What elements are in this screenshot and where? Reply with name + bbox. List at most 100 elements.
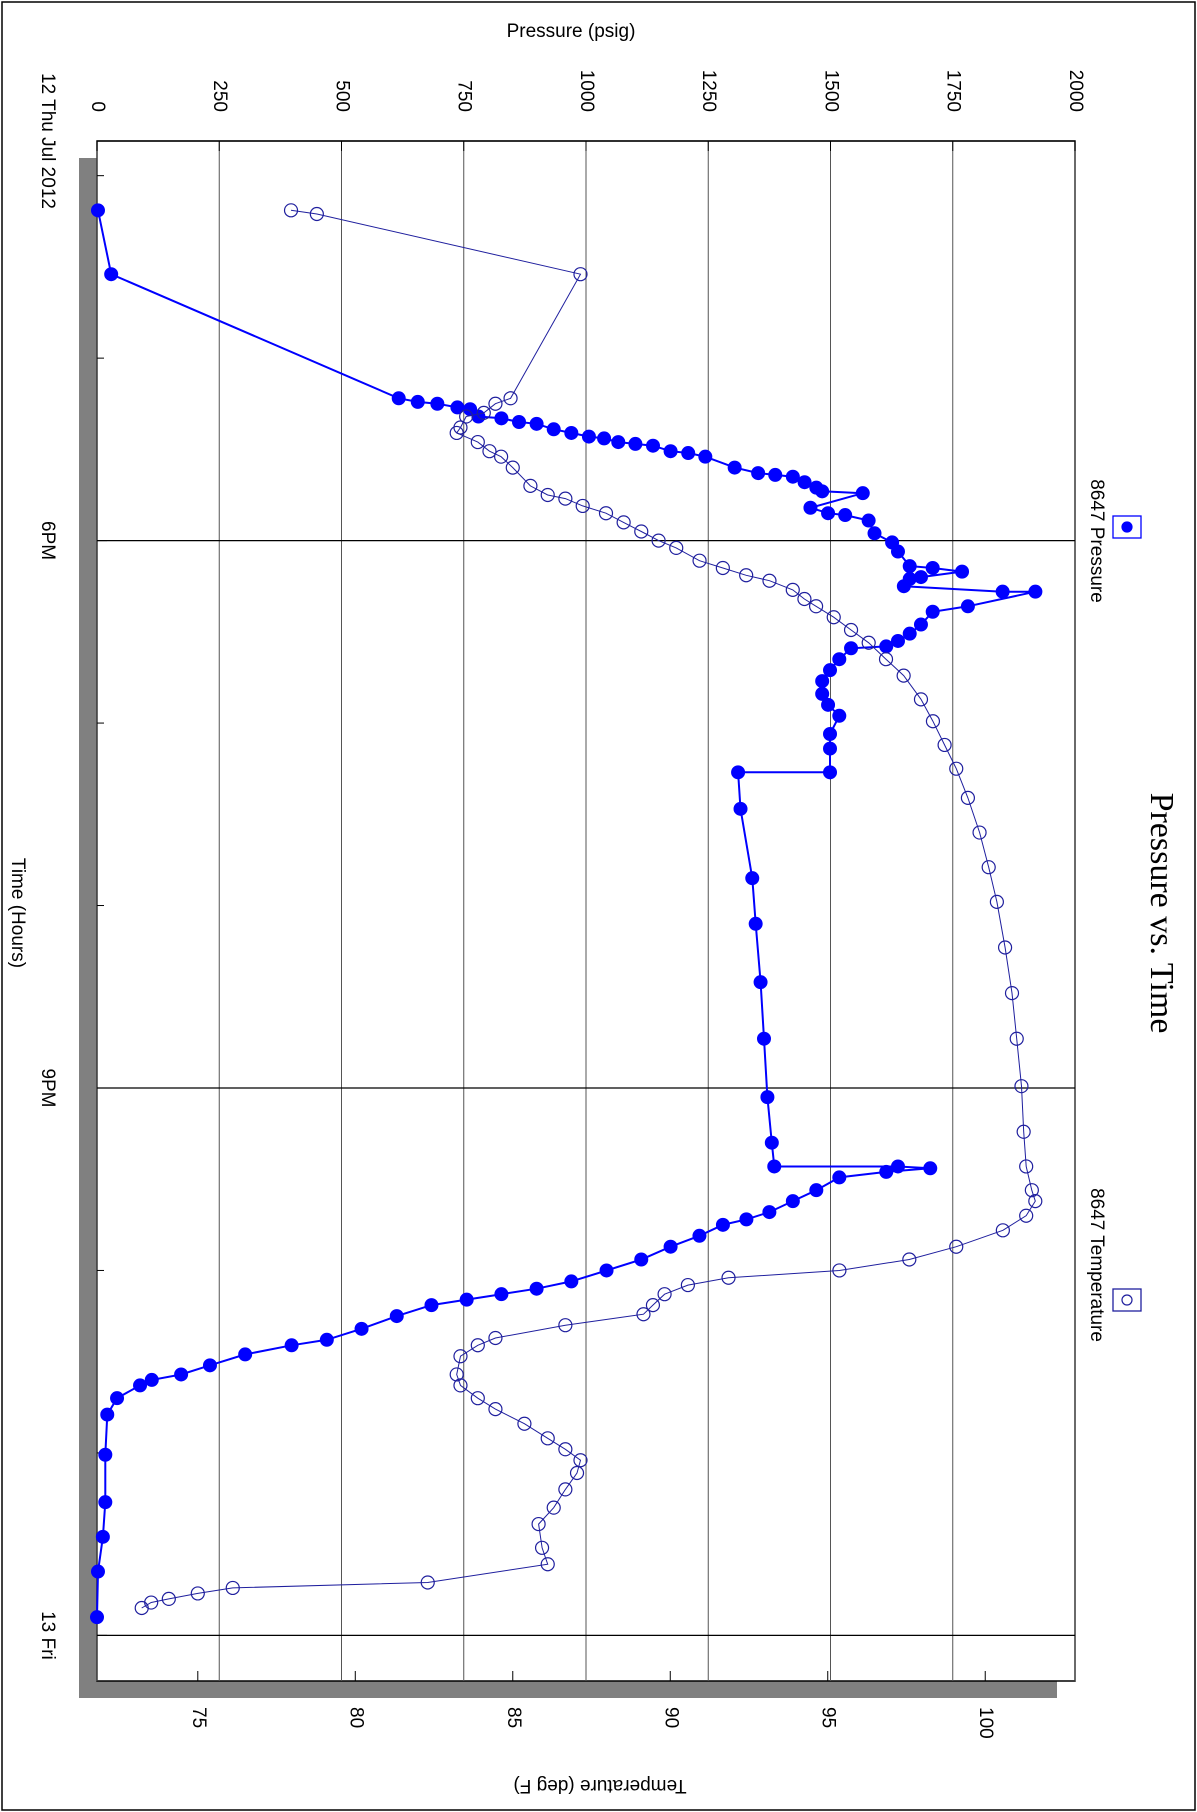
data-point <box>902 626 917 641</box>
data-point <box>981 860 996 875</box>
y-tick-label: 2000 <box>1065 70 1086 112</box>
data-point <box>575 498 590 514</box>
data-point <box>1019 1208 1034 1223</box>
data-point <box>573 1453 588 1468</box>
data-point <box>838 508 853 523</box>
data-point <box>826 610 841 625</box>
y-tick-label: 250 <box>209 80 230 112</box>
data-point <box>389 1309 404 1324</box>
data-point <box>558 1482 573 1497</box>
x-tick-label: 9PM <box>37 1068 58 1107</box>
data-point <box>890 633 905 648</box>
data-point <box>534 1540 550 1555</box>
data-point <box>1014 1079 1029 1094</box>
data-point <box>100 1407 115 1422</box>
legend-marker <box>1121 1294 1133 1306</box>
data-point <box>488 396 503 411</box>
data-point <box>90 203 105 218</box>
x-axis-label: Time (Hours) <box>7 858 28 968</box>
data-point <box>692 1228 707 1243</box>
data-point <box>913 617 928 632</box>
y-tick-label: 1250 <box>698 70 719 112</box>
data-point <box>663 444 678 459</box>
data-point <box>731 765 746 780</box>
data-point <box>558 1318 573 1333</box>
data-point <box>760 1090 775 1105</box>
data-point <box>879 639 894 654</box>
data-point <box>523 478 538 493</box>
data-point <box>925 604 940 619</box>
data-point <box>449 1367 464 1382</box>
data-point <box>144 1372 159 1387</box>
data-point <box>960 599 975 614</box>
data-point <box>925 560 940 575</box>
data-point <box>634 524 649 539</box>
data-point <box>558 1442 573 1457</box>
data-point <box>878 652 894 667</box>
data-point <box>546 1500 561 1515</box>
data-point <box>598 506 614 521</box>
y-tick-label: 500 <box>331 80 352 112</box>
data-point <box>1019 1159 1034 1174</box>
data-point <box>896 579 911 594</box>
data-point <box>823 765 838 780</box>
data-point <box>645 438 660 453</box>
data-point <box>692 553 707 568</box>
y-tick-label: 1750 <box>943 70 964 112</box>
data-point <box>634 1252 649 1267</box>
data-point <box>1009 1031 1024 1046</box>
data-point <box>636 1307 651 1322</box>
data-point <box>698 449 713 464</box>
data-point <box>616 515 631 530</box>
data-point <box>809 1183 824 1198</box>
data-point <box>354 1321 369 1336</box>
data-point <box>110 1391 125 1406</box>
data-point <box>449 425 464 441</box>
data-point <box>558 491 573 506</box>
data-point <box>764 1135 779 1150</box>
data-point <box>997 940 1013 955</box>
x-tick-label: 6PM <box>37 521 58 560</box>
data-point <box>98 1495 113 1510</box>
data-point <box>955 564 970 579</box>
data-point <box>611 435 626 450</box>
data-point <box>715 1217 730 1232</box>
data-point <box>482 444 497 459</box>
data-point <box>470 434 485 450</box>
data-point <box>494 449 509 464</box>
data-point <box>751 466 766 481</box>
data-point <box>680 1277 695 1293</box>
y2-tick-label: 100 <box>975 1707 996 1739</box>
data-point <box>989 894 1004 909</box>
data-point <box>949 761 964 776</box>
data-point <box>459 1292 474 1307</box>
data-point <box>1024 1183 1039 1198</box>
data-point <box>821 506 836 521</box>
data-point <box>823 741 838 756</box>
data-point <box>753 975 768 990</box>
data-point <box>739 1212 754 1227</box>
y-tick-label: 1500 <box>820 70 841 112</box>
data-point <box>797 591 812 607</box>
data-point <box>715 560 730 576</box>
data-point <box>283 203 299 218</box>
data-point <box>768 467 783 482</box>
x-tick-label: 12 Thu Jul 2012 <box>37 73 58 209</box>
data-point <box>569 1465 585 1481</box>
data-point <box>284 1338 299 1353</box>
data-point <box>453 1349 468 1364</box>
data-point <box>645 1298 661 1313</box>
data-point <box>161 1591 176 1606</box>
data-point <box>476 405 491 420</box>
data-point <box>960 790 976 805</box>
data-point <box>902 559 917 574</box>
data-point <box>815 686 830 701</box>
data-point <box>628 436 643 451</box>
data-point <box>823 663 838 678</box>
data-point <box>861 635 876 650</box>
data-point <box>937 737 952 753</box>
data-point <box>529 416 544 431</box>
data-point <box>890 1159 905 1174</box>
legend-box <box>1112 1288 1142 1312</box>
